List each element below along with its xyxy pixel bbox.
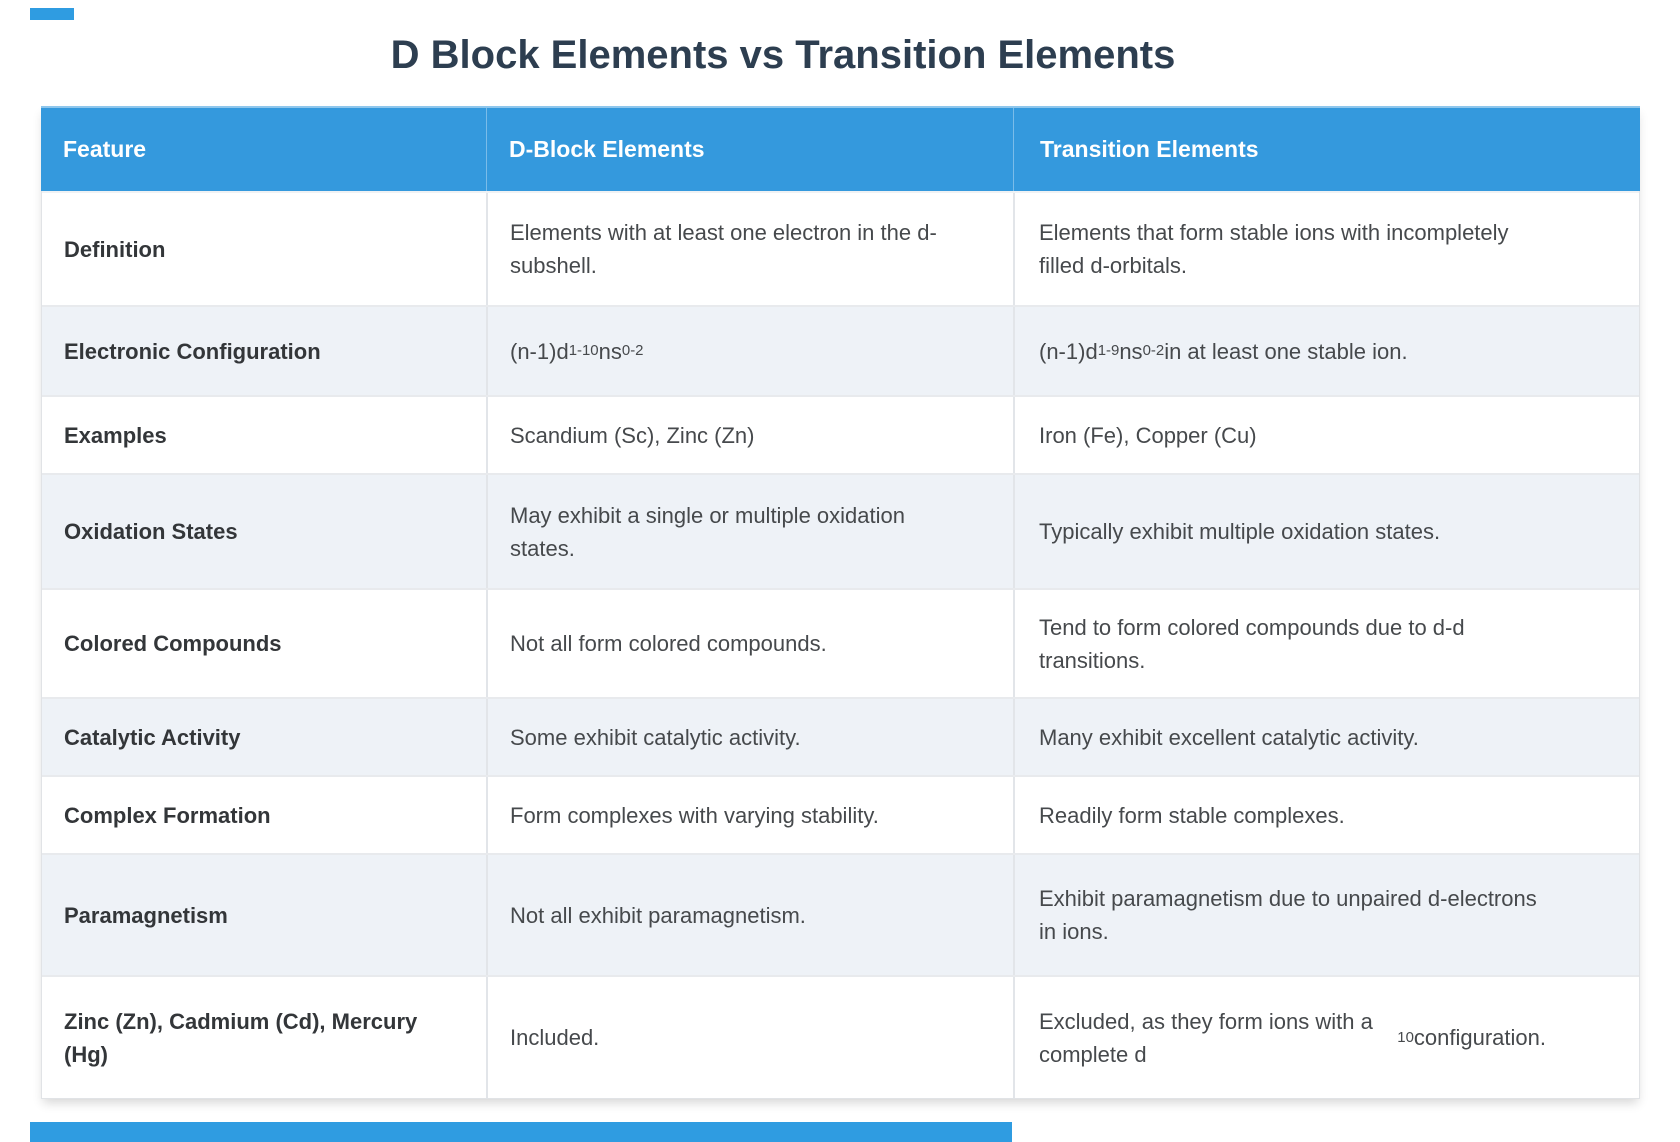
- table-row: Examples Scandium (Sc), Zinc (Zn) Iron (…: [42, 395, 1639, 473]
- transition-cell: Typically exhibit multiple oxidation sta…: [1039, 519, 1441, 544]
- dblock-cell: (n-1)d 1-10 ns 0-2: [488, 307, 1015, 395]
- transition-cell: Excluded, as they form ions with a compl…: [1039, 1008, 1546, 1067]
- feature-label: Paramagnetism: [42, 855, 488, 975]
- bottom-edge-decor-bar: [30, 1122, 1012, 1142]
- table-row: Zinc (Zn), Cadmium (Cd), Mercury (Hg) In…: [42, 975, 1639, 1098]
- header-cell-feature: Feature: [41, 108, 487, 191]
- feature-label: Colored Compounds: [42, 590, 488, 697]
- dblock-cell: Included.: [488, 977, 1015, 1098]
- table-body: Definition Elements with at least one el…: [42, 191, 1639, 1098]
- dblock-cell: Not all exhibit paramagnetism.: [488, 855, 1015, 975]
- table-row: Definition Elements with at least one el…: [42, 191, 1639, 305]
- header-cell-dblock: D-Block Elements: [487, 108, 1014, 191]
- feature-label: Zinc (Zn), Cadmium (Cd), Mercury (Hg): [42, 977, 488, 1098]
- dblock-cell: Not all form colored compounds.: [488, 590, 1015, 697]
- top-edge-decor-bar: [30, 8, 74, 20]
- transition-cell: Elements that form stable ions with inco…: [1039, 220, 1509, 278]
- table-row: Complex Formation Form complexes with va…: [42, 775, 1639, 853]
- transition-cell: Tend to form colored compounds due to d-…: [1039, 614, 1465, 673]
- table-row: Electronic Configuration (n-1)d 1-10 ns 0-2…: [42, 305, 1639, 395]
- table-row: Oxidation States May exhibit a single or…: [42, 473, 1639, 588]
- comparison-table: Feature D-Block Elements Transition Elem…: [41, 106, 1640, 1099]
- transition-cell: Readily form stable complexes.: [1039, 802, 1345, 828]
- feature-label: Catalytic Activity: [42, 699, 488, 775]
- feature-label: Oxidation States: [42, 475, 488, 588]
- feature-label: Definition: [42, 193, 488, 305]
- transition-cell: Iron (Fe), Copper (Cu): [1039, 422, 1257, 448]
- dblock-cell: Some exhibit catalytic activity.: [488, 699, 1015, 775]
- dblock-cell: Form complexes with varying stability.: [488, 777, 1015, 853]
- page-title: D Block Elements vs Transition Elements: [390, 33, 1176, 77]
- transition-cell: Exhibit paramagnetism due to unpaired d-…: [1039, 886, 1537, 944]
- feature-label: Complex Formation: [42, 777, 488, 853]
- table-row: Colored Compounds Not all form colored c…: [42, 588, 1639, 697]
- table-row: Paramagnetism Not all exhibit paramagnet…: [42, 853, 1639, 975]
- transition-cell: Many exhibit excellent catalytic activit…: [1039, 724, 1419, 750]
- feature-label: Electronic Configuration: [42, 307, 488, 395]
- header-cell-transition: Transition Elements: [1040, 136, 1259, 162]
- dblock-cell: May exhibit a single or multiple oxidati…: [488, 475, 1015, 588]
- transition-cell: (n-1)d 1-9 ns 0-2 in at least one stable io…: [1039, 338, 1408, 364]
- table-header-row: Feature D-Block Elements Transition Elem…: [41, 106, 1640, 191]
- dblock-cell: Elements with at least one electron in t…: [488, 193, 1015, 305]
- feature-label: Examples: [42, 397, 488, 473]
- table-row: Catalytic Activity Some exhibit catalyti…: [42, 697, 1639, 775]
- dblock-cell: Scandium (Sc), Zinc (Zn): [488, 397, 1015, 473]
